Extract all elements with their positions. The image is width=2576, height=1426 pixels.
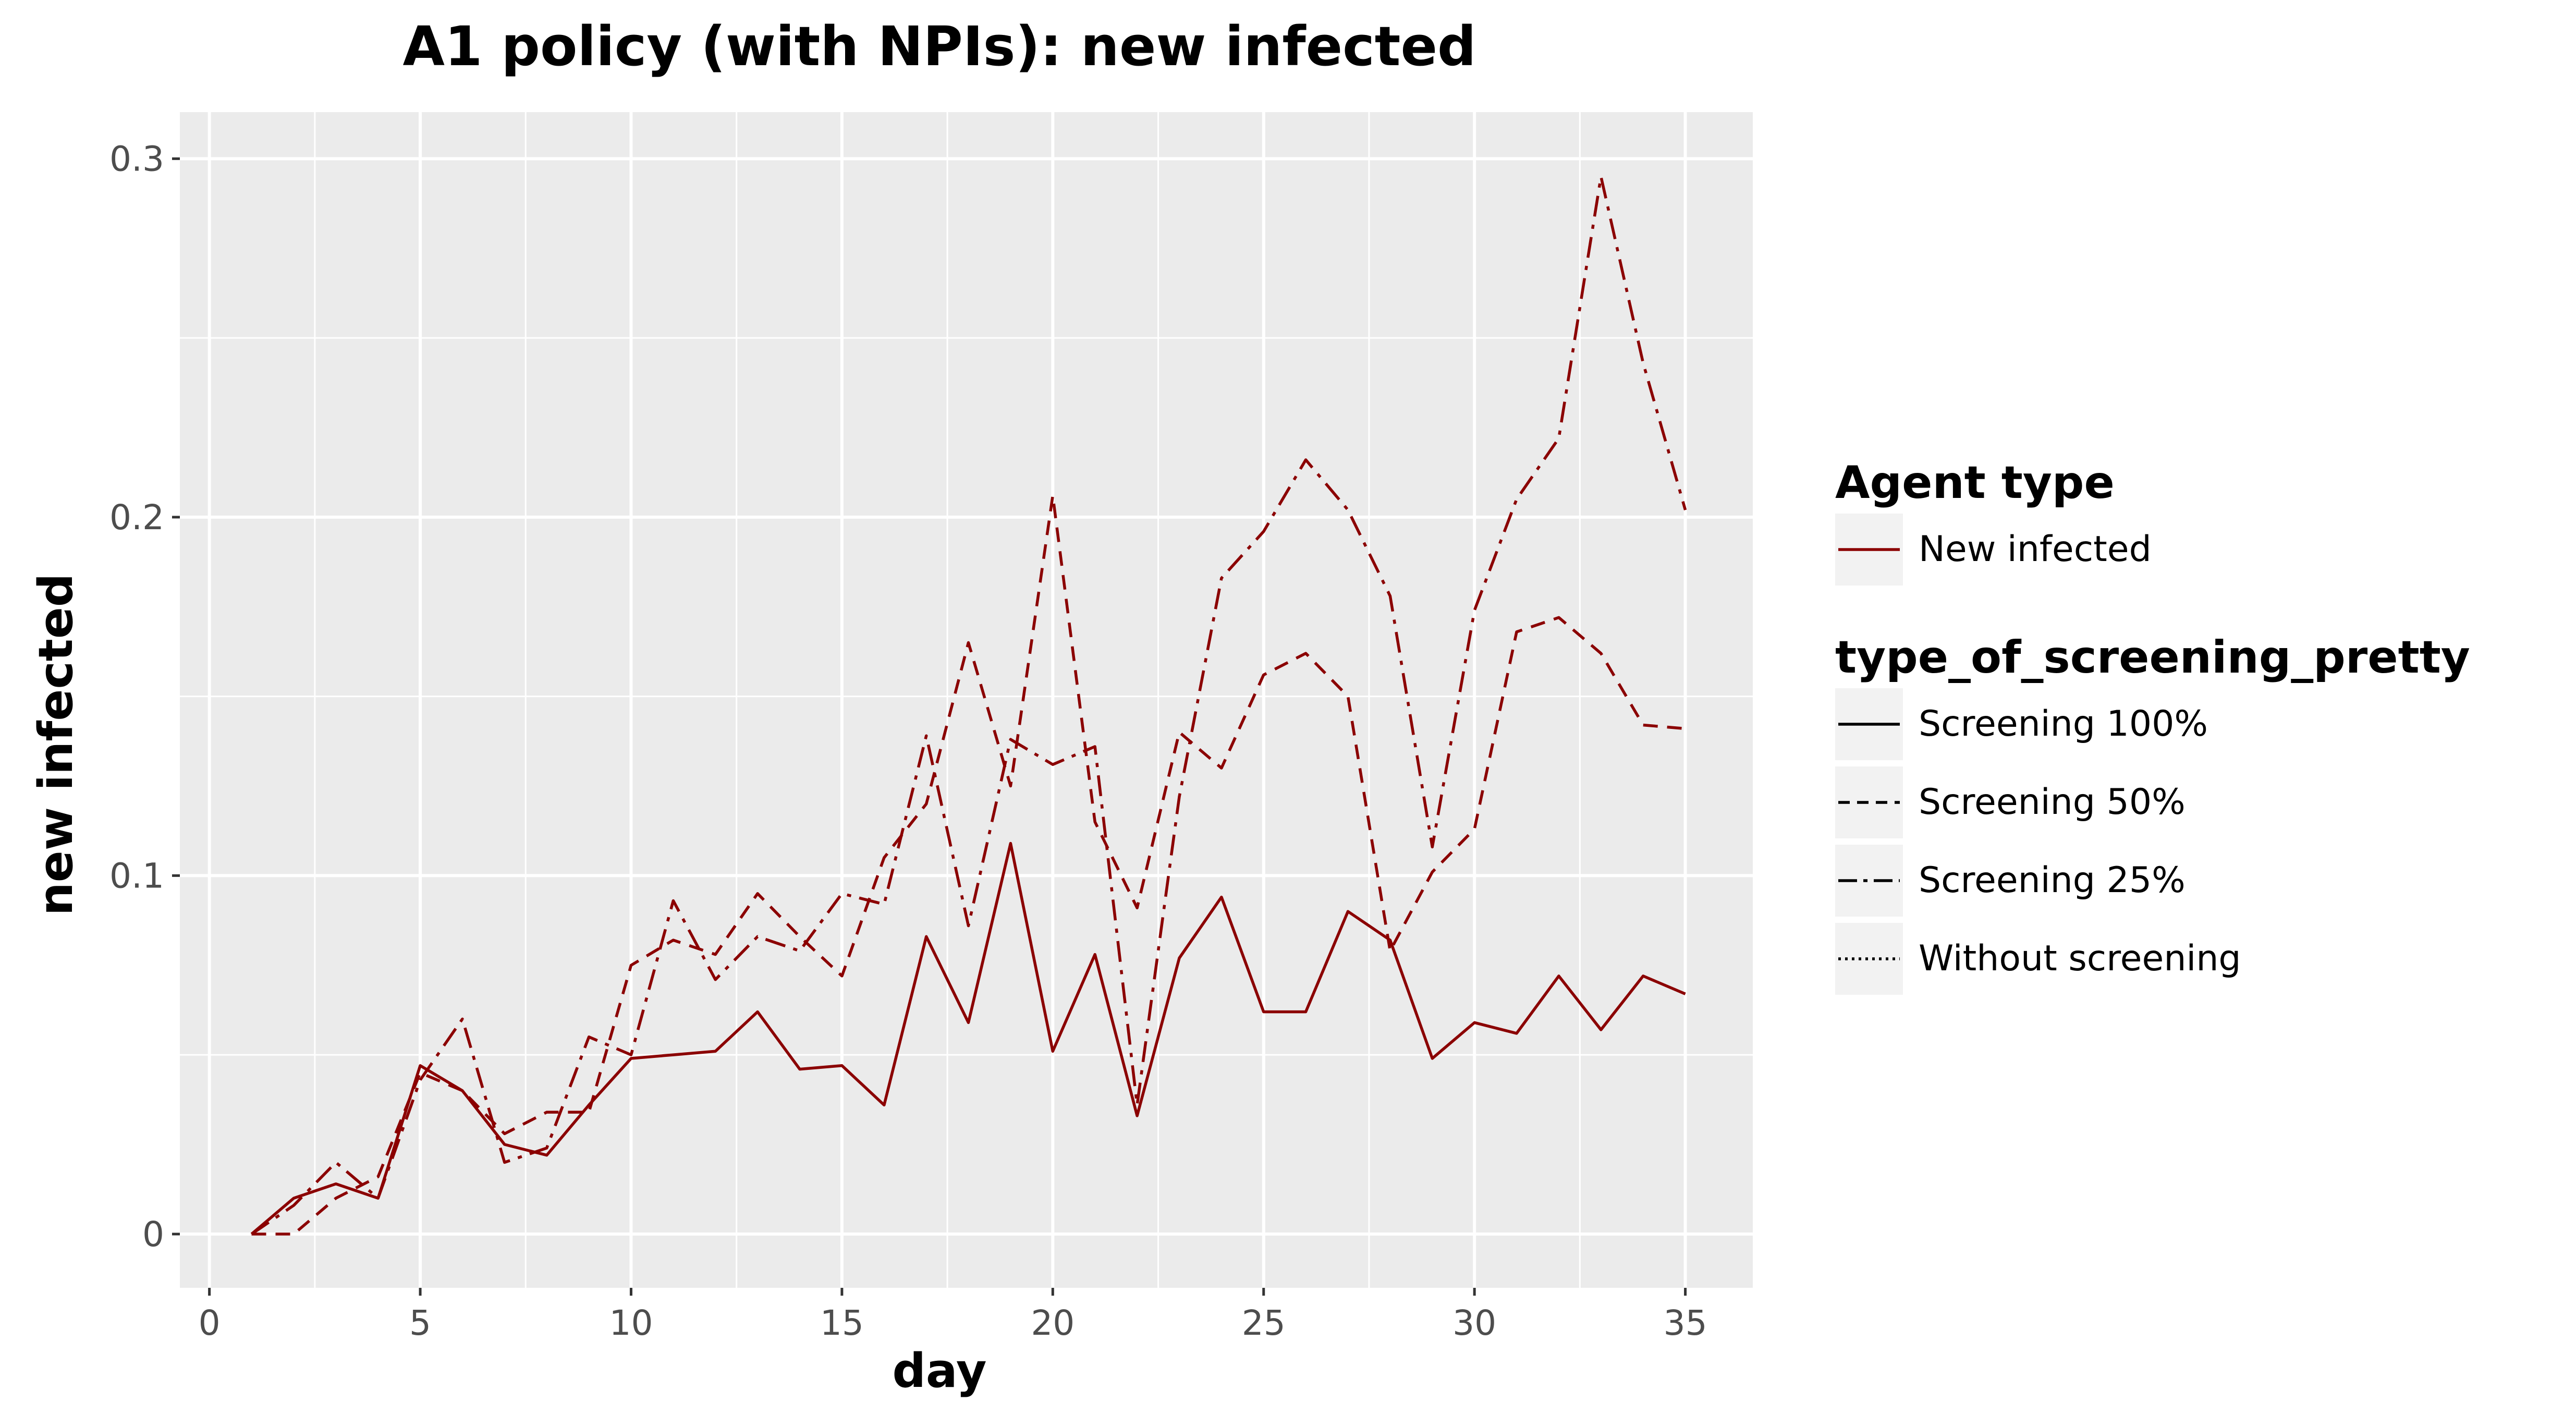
- x-tick-label: 30: [1452, 1303, 1496, 1343]
- y-tick-label: 0: [142, 1214, 164, 1254]
- legend-item-label: Screening 25%: [1919, 860, 2186, 901]
- panel-background: [180, 112, 1753, 1288]
- y-tick-label: 0.1: [109, 856, 164, 896]
- legend-item-label: New infected: [1919, 529, 2152, 570]
- x-tick-label: 0: [199, 1303, 221, 1343]
- y-tick-label: 0.2: [109, 497, 164, 538]
- x-tick-label: 20: [1031, 1303, 1075, 1343]
- series-line-screening-100: [250, 842, 1686, 1235]
- y-axis-label: new infected: [29, 574, 83, 916]
- x-tick-label: 10: [609, 1303, 653, 1343]
- y-tick-label: 0.3: [109, 139, 164, 179]
- x-tick-label: 5: [409, 1303, 431, 1343]
- chart-title: A1 policy (with NPIs): new infected: [403, 15, 1476, 78]
- x-axis-label: day: [892, 1344, 986, 1398]
- plot-panel: [180, 112, 1753, 1288]
- legend-item-label: Screening 50%: [1919, 782, 2186, 823]
- x-tick-label: 35: [1664, 1303, 1707, 1343]
- series-layer: [250, 175, 1687, 1236]
- axes: 0 5 10 15 20 25 30 35 0 0.1 0.2 0.3: [109, 139, 1707, 1343]
- legend-title: type_of_screening_pretty: [1835, 631, 2470, 684]
- series-line-screening-25: [250, 175, 1687, 1236]
- x-tick-label: 25: [1242, 1303, 1286, 1343]
- legend-item-label: Screening 100%: [1919, 703, 2208, 745]
- legend: Agent type New infected type_of_screening_…: [1835, 457, 2470, 995]
- legend-title: Agent type: [1835, 457, 2115, 509]
- x-tick-label: 15: [820, 1303, 864, 1343]
- legend-item-label: Without screening: [1919, 938, 2241, 979]
